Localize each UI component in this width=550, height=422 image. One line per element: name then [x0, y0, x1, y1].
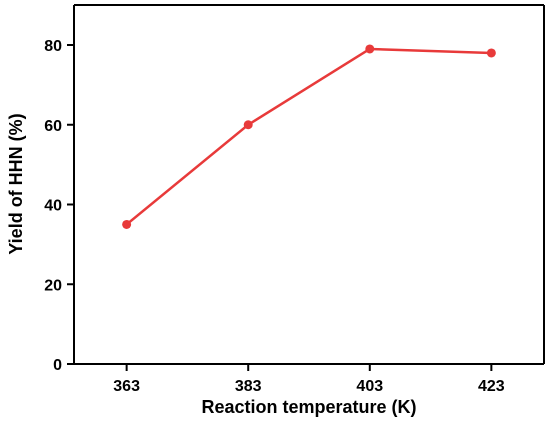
x-tick-label: 423: [478, 378, 505, 395]
y-tick-label: 80: [44, 38, 62, 55]
y-tick-label: 20: [44, 277, 62, 294]
y-tick-label: 0: [53, 357, 62, 374]
data-point: [243, 120, 253, 130]
y-tick-label: 40: [44, 198, 62, 215]
x-tick-label: 383: [235, 378, 262, 395]
x-axis-label: Reaction temperature (K): [201, 397, 416, 417]
ticks: 363 383 403 423 0 20 40 60 80: [44, 38, 505, 395]
series-line: [125, 47, 492, 226]
x-tick-label: 403: [356, 378, 383, 395]
y-tick-label: 60: [44, 118, 62, 135]
data-point: [486, 48, 496, 58]
x-tick-label: 363: [113, 378, 140, 395]
data-point: [122, 219, 132, 229]
series-layer: [122, 44, 496, 229]
y-axis-label: Yield of HHN (%): [6, 113, 26, 254]
data-point: [365, 44, 375, 54]
